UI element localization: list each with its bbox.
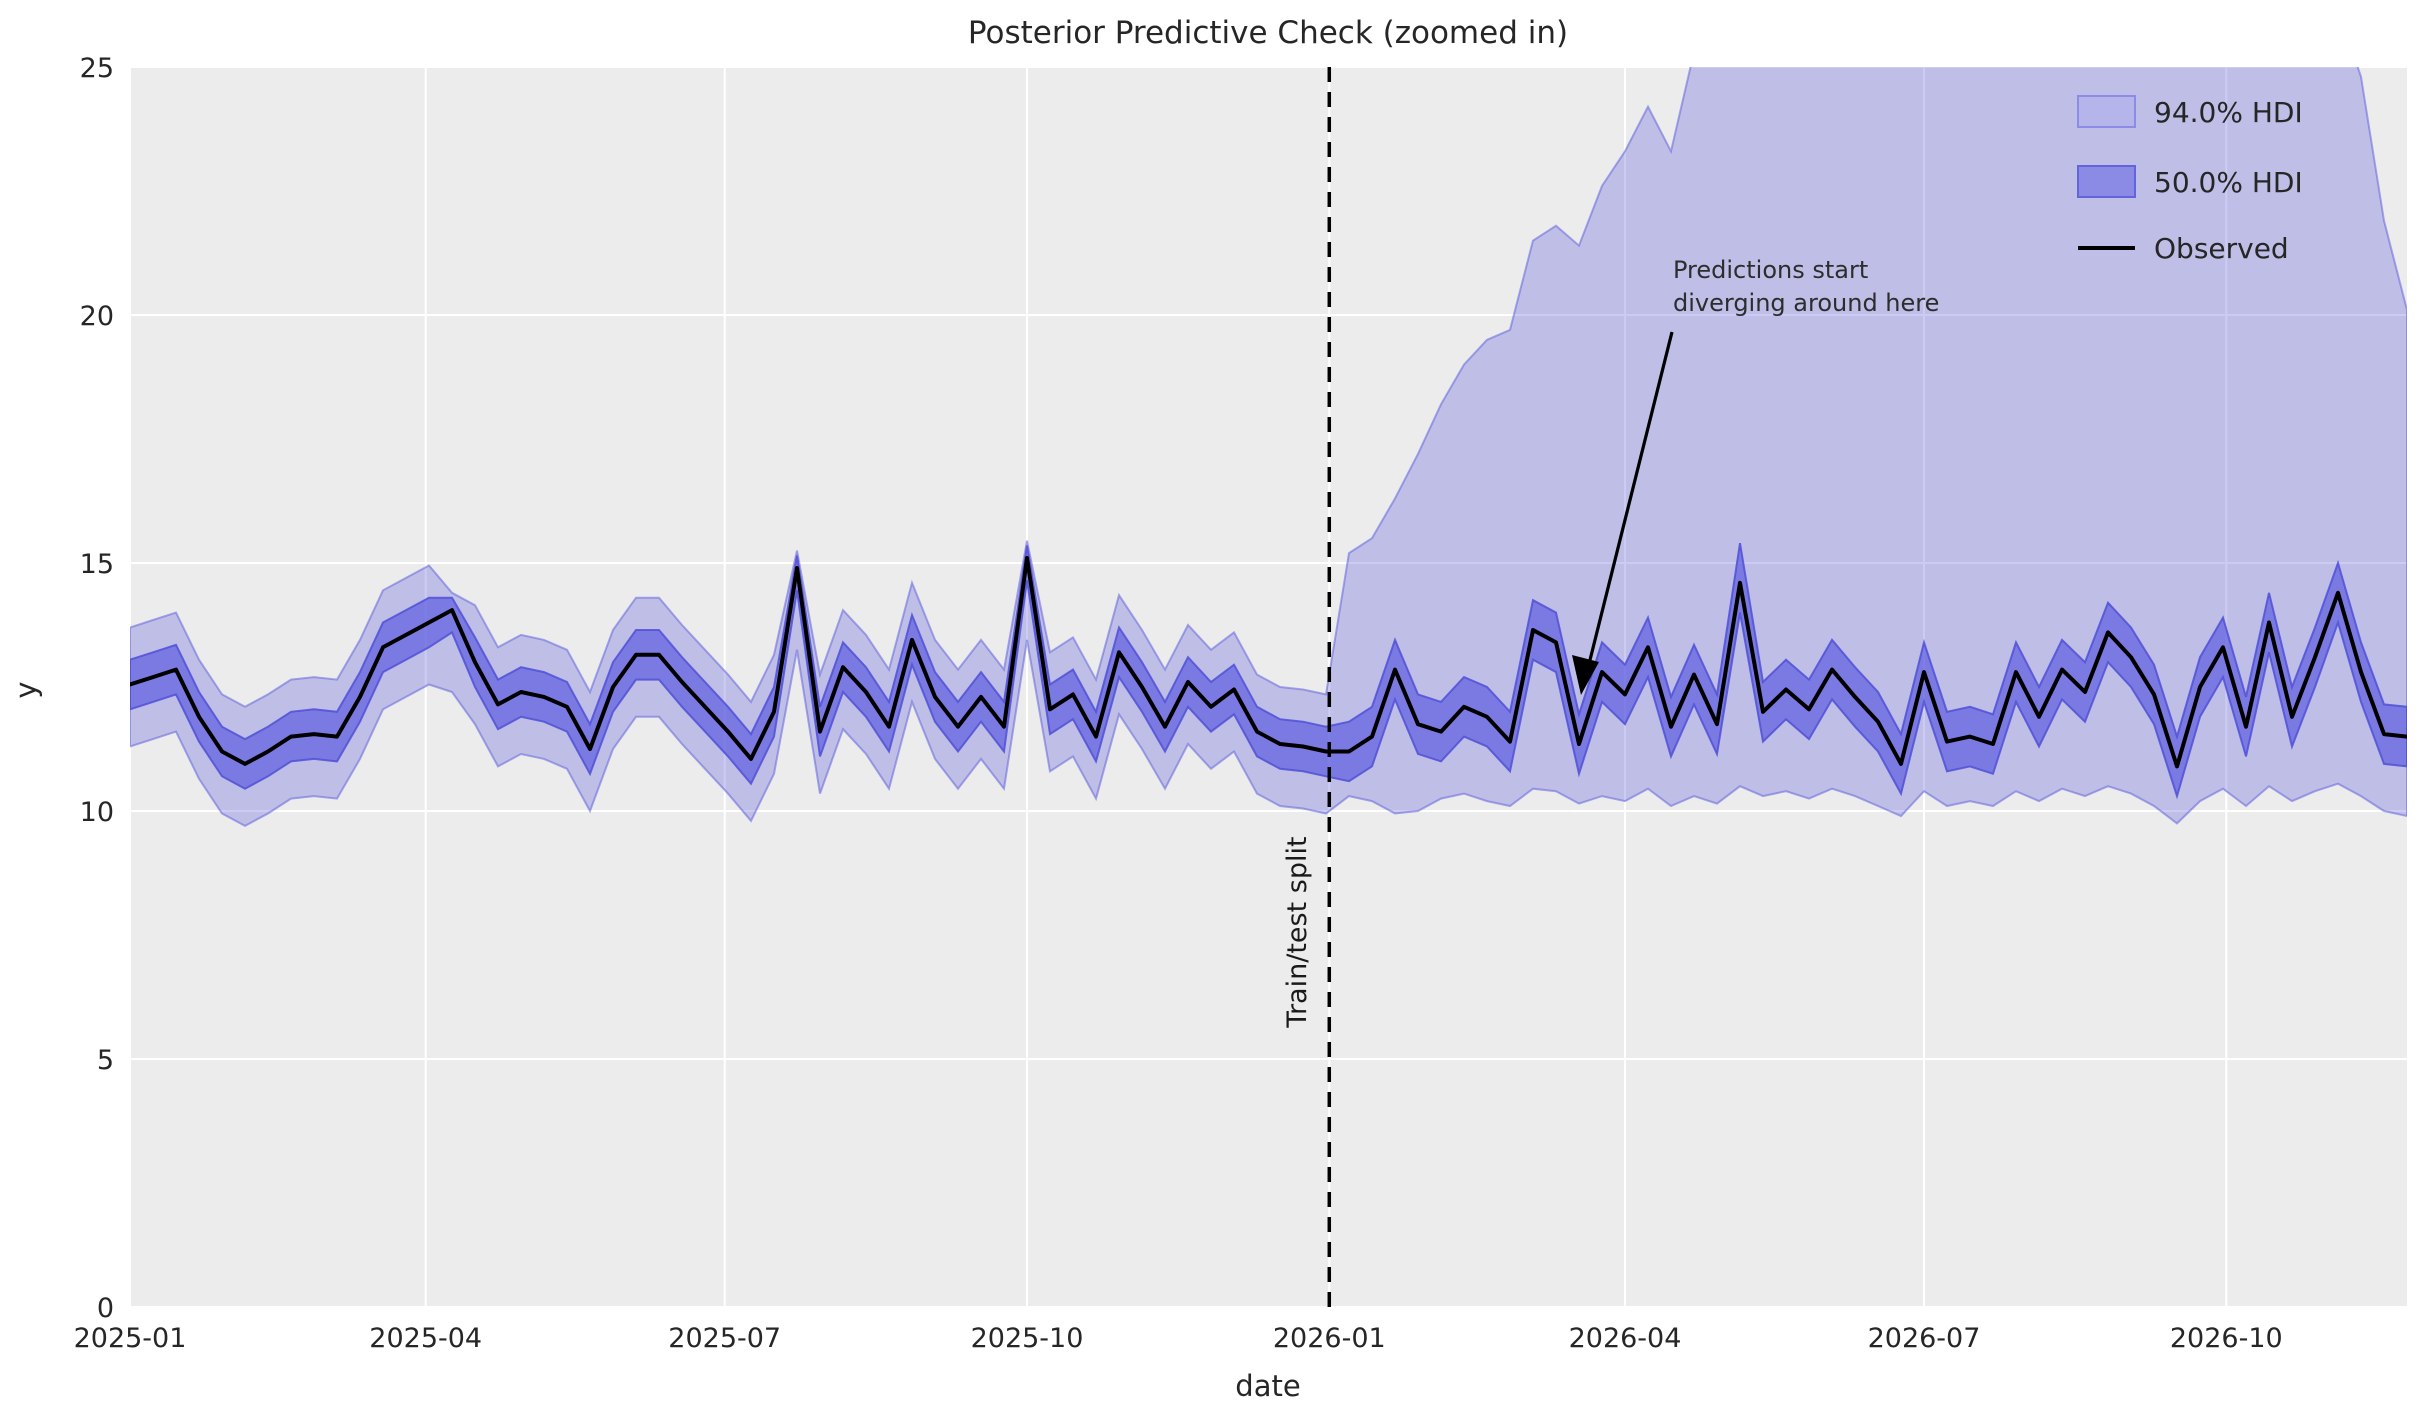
x-tick-label: 2025-10 bbox=[971, 1323, 1084, 1354]
annotation-line-1: Predictions start bbox=[1673, 256, 1868, 284]
y-axis-label: y bbox=[9, 681, 43, 698]
legend-label-observed: Observed bbox=[2154, 232, 2289, 265]
hdi-50-band bbox=[130, 543, 2407, 800]
hdi-94-band bbox=[130, 67, 2407, 828]
x-tick-labels: 2025-01 2025-04 2025-07 2025-10 2026-01 2026-… bbox=[74, 1323, 2283, 1354]
annotation-line-2: diverging around here bbox=[1673, 289, 1939, 317]
x-tick-label: 2026-10 bbox=[2170, 1323, 2283, 1354]
train-test-split-label: Train/test split bbox=[1282, 836, 1313, 1028]
x-tick-label: 2026-07 bbox=[1868, 1323, 1981, 1354]
y-tick-label: 25 bbox=[80, 53, 114, 84]
x-axis-label: date bbox=[1235, 1369, 1300, 1403]
y-tick-label: 20 bbox=[80, 301, 114, 332]
chart-title: Posterior Predictive Check (zoomed in) bbox=[968, 15, 1568, 51]
x-tick-label: 2025-01 bbox=[74, 1323, 187, 1354]
legend-label-50-hdi: 50.0% HDI bbox=[2154, 166, 2303, 199]
legend: 94.0% HDI 50.0% HDI Observed bbox=[2077, 95, 2303, 265]
x-tick-label: 2025-07 bbox=[668, 1323, 781, 1354]
y-tick-label: 10 bbox=[80, 797, 114, 828]
annotation-text: Predictions start diverging around here bbox=[1673, 256, 1939, 317]
y-tick-label: 5 bbox=[97, 1045, 114, 1076]
y-tick-labels: 0 5 10 15 20 25 bbox=[80, 53, 114, 1324]
y-tick-label: 0 bbox=[97, 1293, 114, 1324]
legend-swatch-94-hdi bbox=[2077, 95, 2136, 128]
legend-swatch-50-hdi bbox=[2077, 165, 2136, 198]
x-tick-label: 2026-04 bbox=[1569, 1323, 1682, 1354]
y-tick-label: 15 bbox=[80, 549, 114, 580]
annotation-arrow bbox=[1572, 331, 1674, 695]
x-tick-label: 2026-01 bbox=[1273, 1323, 1386, 1354]
x-tick-label: 2025-04 bbox=[369, 1323, 482, 1354]
observed-line bbox=[130, 556, 2407, 769]
arrow-head bbox=[1572, 655, 1599, 695]
legend-label-94-hdi: 94.0% HDI bbox=[2154, 96, 2303, 129]
